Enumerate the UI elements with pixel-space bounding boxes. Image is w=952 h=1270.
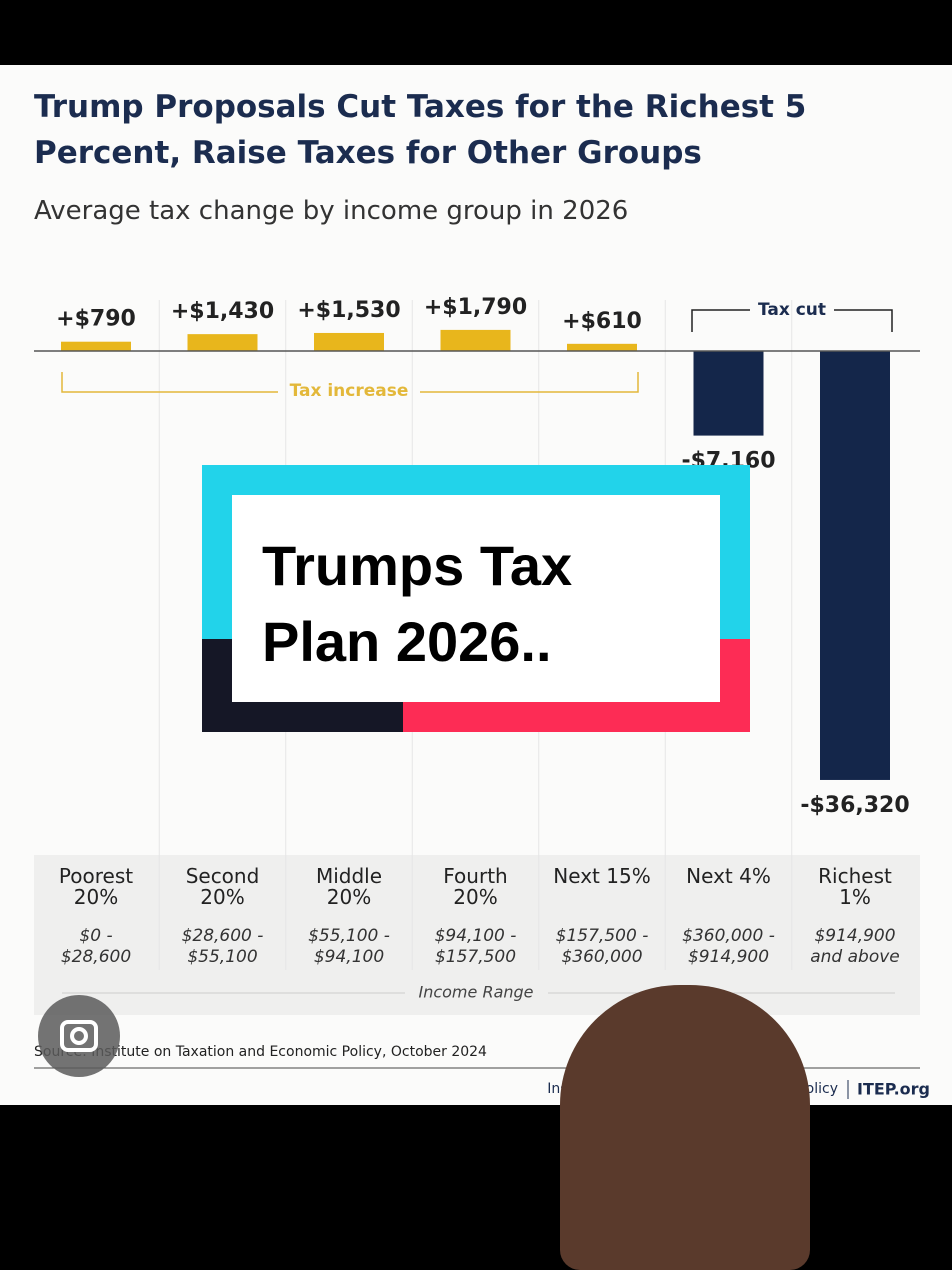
- bar: [820, 351, 890, 780]
- value-label: +$610: [562, 309, 642, 334]
- value-label: +$1,430: [171, 299, 274, 324]
- bar: [567, 343, 637, 352]
- income-range: $94,100 - $157,500: [434, 926, 517, 967]
- source: Source: Institute on Taxation and Econom…: [34, 1044, 487, 1060]
- value-label: +$790: [56, 307, 136, 332]
- category-label: Middle 20%: [315, 864, 383, 909]
- value-label: +$1,790: [424, 295, 527, 320]
- x-axis-label: Income Range: [418, 983, 533, 1002]
- income-range: $914,900 and above: [810, 926, 900, 967]
- bar: [314, 332, 384, 352]
- income-range: $157,500 - $360,000: [555, 926, 649, 967]
- bar: [693, 351, 764, 436]
- chart-subtitle: Average tax change by income group in 20…: [34, 196, 629, 226]
- camera-icon: [60, 1020, 98, 1052]
- value-label: +$1,530: [297, 298, 400, 323]
- label-band: [34, 855, 920, 1015]
- category-label: Poorest 20%: [58, 864, 134, 909]
- increase-label: Tax increase: [290, 381, 409, 401]
- category-label: Next 15%: [553, 864, 651, 888]
- overlay-card: [232, 495, 720, 702]
- footer-brand: ITEP.org: [857, 1080, 930, 1099]
- lens-button[interactable]: [38, 995, 120, 1077]
- value-label: -$36,320: [800, 793, 909, 818]
- category-label: Next 4%: [686, 864, 771, 888]
- chart: +$790 +$1,430 +$1,530 +$1,790+$610-$7,160-$…: [34, 295, 930, 1099]
- bar: [61, 341, 131, 352]
- bar: [440, 329, 511, 352]
- person: [560, 985, 810, 1270]
- webcam-area: [0, 985, 952, 1270]
- income-range: $360,000 - $914,900: [682, 926, 775, 967]
- chart-title: Trump Proposals Cut Taxes for the Riches…: [34, 89, 807, 171]
- income-range: $28,600 - $55,100: [181, 926, 264, 967]
- increase-bracket: [61, 372, 639, 393]
- income-range: $0 - $28,600: [60, 926, 132, 967]
- income-range: $55,100 - $94,100: [308, 926, 390, 967]
- category-label: Second 20%: [185, 864, 260, 909]
- overlay-text: Trumps Tax Plan 2026..: [262, 534, 573, 673]
- category-label: Fourth 20%: [443, 864, 508, 909]
- cut-label: Tax cut: [758, 300, 826, 320]
- bar: [187, 334, 258, 352]
- cut-bracket: [691, 309, 893, 332]
- category-label: Richest 1%: [818, 864, 892, 909]
